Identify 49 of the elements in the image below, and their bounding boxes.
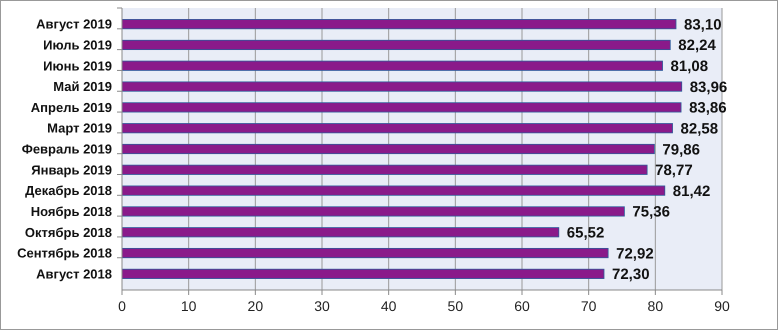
x-tick-label: 10 bbox=[180, 298, 197, 314]
bar bbox=[122, 102, 682, 112]
bar bbox=[122, 227, 560, 238]
y-tick-label: Июль 2019 bbox=[43, 37, 112, 52]
x-tick-label: 40 bbox=[380, 298, 397, 314]
data-label: 83,86 bbox=[689, 100, 727, 117]
y-tick-label: Сентябрь 2018 bbox=[17, 246, 112, 261]
bar bbox=[122, 60, 663, 71]
data-label: 82,58 bbox=[680, 120, 718, 138]
y-tick-label: Март 2019 bbox=[47, 120, 112, 136]
x-tick-label: 0 bbox=[118, 298, 126, 314]
bar bbox=[122, 19, 676, 30]
data-label: 79,86 bbox=[662, 141, 700, 158]
y-tick-label: Июнь 2019 bbox=[43, 58, 112, 74]
y-tick-label: Ноябрь 2018 bbox=[30, 204, 112, 219]
x-tick-label: 80 bbox=[648, 298, 664, 314]
bar bbox=[122, 81, 682, 92]
y-tick-label: Октябрь 2018 bbox=[24, 224, 112, 240]
data-label: 65,52 bbox=[566, 224, 604, 242]
y-tick-label: Август 2019 bbox=[36, 16, 112, 32]
data-label: 83,96 bbox=[690, 78, 728, 96]
y-tick-label: Декабрь 2018 bbox=[25, 183, 112, 198]
y-tick-label: Август 2018 bbox=[36, 266, 112, 282]
x-tick-label: 30 bbox=[314, 298, 330, 314]
data-label: 72,30 bbox=[612, 266, 650, 284]
bar bbox=[122, 268, 604, 279]
data-label: 72,92 bbox=[616, 245, 654, 262]
x-tick-label: 20 bbox=[248, 298, 264, 314]
y-tick-label: Февраль 2019 bbox=[22, 142, 112, 157]
data-label: 75,36 bbox=[632, 204, 670, 221]
bar bbox=[122, 40, 671, 50]
y-tick-label: Апрель 2019 bbox=[30, 100, 112, 115]
bar bbox=[122, 144, 655, 154]
data-label: 78,77 bbox=[655, 162, 693, 180]
y-tick-label: Январь 2019 bbox=[31, 162, 112, 178]
x-tick-label: 50 bbox=[448, 298, 464, 314]
bar bbox=[122, 206, 625, 217]
x-tick-label: 70 bbox=[580, 298, 597, 314]
x-tick-label: 90 bbox=[714, 298, 730, 314]
data-label: 83,10 bbox=[684, 16, 722, 34]
y-tick-label: Май 2019 bbox=[53, 79, 112, 94]
data-label: 81,08 bbox=[670, 58, 708, 76]
x-tick-label: 60 bbox=[514, 298, 530, 314]
bar bbox=[122, 123, 673, 134]
bar bbox=[122, 186, 666, 196]
data-label: 81,42 bbox=[672, 182, 710, 200]
bar bbox=[122, 164, 648, 175]
data-label: 82,24 bbox=[678, 37, 716, 54]
bar bbox=[122, 248, 609, 258]
